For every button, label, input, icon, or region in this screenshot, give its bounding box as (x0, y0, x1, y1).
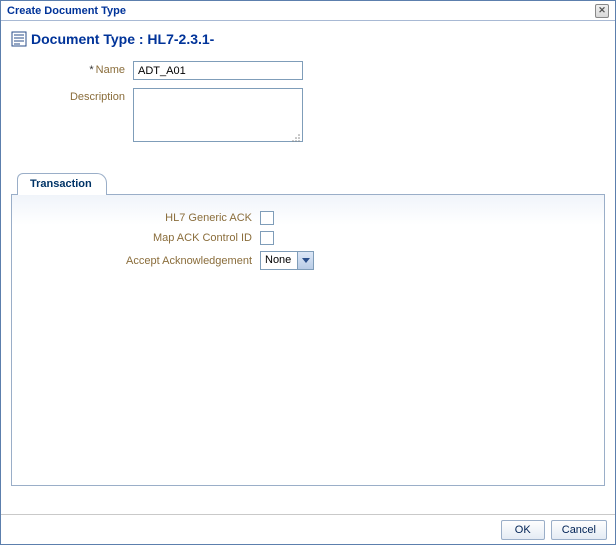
map-ack-control-id-checkbox[interactable] (260, 231, 274, 245)
tab-transaction-label: Transaction (30, 178, 92, 190)
dialog-title: Create Document Type (7, 5, 126, 17)
map-ack-control-id-row: Map ACK Control ID (22, 231, 594, 245)
tab-transaction[interactable]: Transaction (17, 173, 107, 195)
description-row: Description (11, 88, 605, 145)
doctype-header: Document Type : HL7-2.3.1- (11, 31, 605, 47)
name-input[interactable] (133, 61, 303, 80)
dialog-footer: OK Cancel (1, 514, 615, 544)
accept-ack-select[interactable]: None (260, 251, 314, 270)
tab-header: Transaction (11, 173, 605, 195)
ok-button[interactable]: OK (501, 520, 545, 540)
close-icon: ✕ (598, 6, 606, 15)
hl7-generic-ack-checkbox[interactable] (260, 211, 274, 225)
doctype-title: Document Type : HL7-2.3.1- (31, 31, 214, 47)
tab-body-transaction: HL7 Generic ACK Map ACK Control ID Accep… (11, 194, 605, 486)
document-type-icon (11, 31, 27, 47)
name-row: *Name (11, 61, 605, 80)
description-input[interactable] (133, 88, 303, 142)
dialog-content: Document Type : HL7-2.3.1- *Name Descrip… (1, 21, 615, 494)
cancel-button[interactable]: Cancel (551, 520, 607, 540)
close-button[interactable]: ✕ (595, 4, 609, 18)
accept-ack-dropdown-button[interactable] (297, 252, 313, 269)
accept-ack-value: None (261, 252, 297, 269)
map-ack-control-id-label: Map ACK Control ID (22, 232, 260, 244)
tab-section: Transaction HL7 Generic ACK Map ACK Cont… (11, 173, 605, 486)
accept-ack-label: Accept Acknowledgement (22, 255, 260, 267)
accept-ack-row: Accept Acknowledgement None (22, 251, 594, 270)
dialog-titlebar: Create Document Type ✕ (1, 1, 615, 21)
hl7-generic-ack-label: HL7 Generic ACK (22, 212, 260, 224)
name-label-wrap: *Name (11, 61, 133, 76)
description-label: Description (11, 88, 133, 103)
hl7-generic-ack-row: HL7 Generic ACK (22, 211, 594, 225)
required-star: * (89, 64, 93, 76)
description-wrap (133, 88, 303, 145)
create-document-type-dialog: Create Document Type ✕ Document Type : H… (0, 0, 616, 545)
chevron-down-icon (302, 258, 310, 263)
name-label: Name (96, 64, 125, 76)
